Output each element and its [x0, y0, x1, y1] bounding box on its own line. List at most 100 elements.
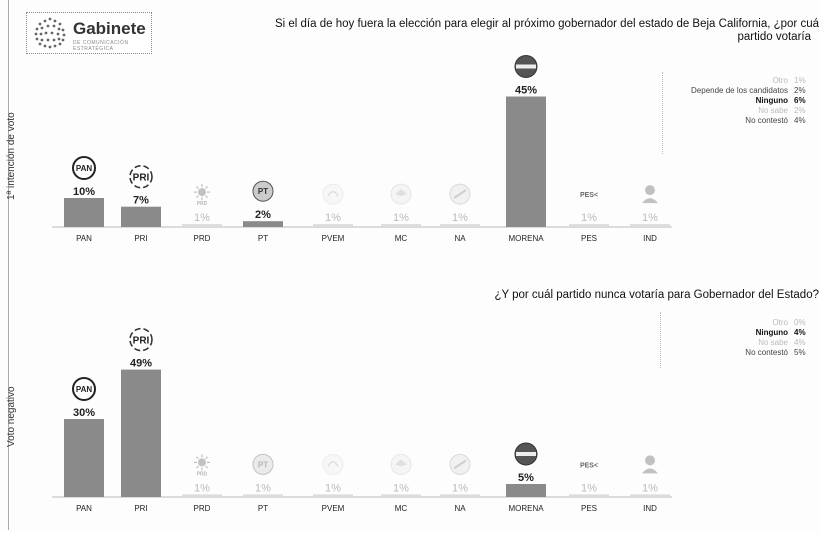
bar-na [440, 224, 480, 227]
category-label: MC [395, 234, 408, 243]
brand-logo: Gabinete DE COMUNICACIÓN ESTRATÉGICA [26, 12, 152, 54]
bar-prd [182, 224, 222, 227]
prd-sun-icon: PRD [194, 454, 210, 477]
category-label: PVEM [322, 504, 345, 513]
bar-value-label: 1% [194, 482, 210, 494]
mc-eagle-icon [390, 183, 412, 205]
svg-text:PES<: PES< [580, 192, 598, 199]
legend-row: No contestó 4% [664, 116, 814, 126]
bar-value-label: 1% [452, 212, 468, 224]
bar-value-label: 7% [133, 195, 149, 207]
pes-logo-icon: PES< [580, 192, 598, 199]
prd-sun-icon: PRD [194, 184, 210, 207]
pvem-toucan-icon [322, 183, 344, 205]
legend-divider-2 [660, 312, 661, 368]
legend-value: 0% [794, 318, 806, 327]
bar-pes [569, 224, 609, 227]
bar-value-label: 49% [130, 358, 152, 370]
bar-value-label: 1% [325, 212, 341, 224]
legend-value: 1% [794, 76, 806, 85]
bar-morena [506, 96, 546, 227]
legend-value: 4% [794, 116, 806, 125]
category-label: NA [454, 504, 466, 513]
bar-ind [630, 494, 670, 497]
pri-logo-icon: PRI [129, 327, 153, 352]
bar-value-label: 10% [73, 186, 95, 198]
legend-label: No contestó [745, 348, 788, 357]
svg-text:PAN: PAN [76, 164, 93, 173]
svg-text:PRD: PRD [197, 471, 208, 477]
legend-other-responses-1: Otro 1% Depende de los candidatos 2% Ninguno… [664, 76, 814, 126]
legend-value: 6% [794, 96, 806, 105]
category-label: IND [643, 234, 657, 243]
bar-pan [64, 198, 104, 227]
legend-label: Ninguno [755, 96, 788, 105]
chart-subtitle: ¿Y por cuál partido nunca votaría para G… [494, 289, 819, 301]
brand-name: Gabinete [73, 19, 146, 38]
pan-logo-icon: PAN [72, 156, 96, 180]
bar-value-label: 2% [255, 209, 271, 221]
legend-value: 5% [794, 348, 806, 357]
svg-text:PT: PT [258, 460, 268, 469]
legend-label: Ninguno [755, 328, 788, 337]
legend-label: No contestó [745, 116, 788, 125]
bar-value-label: 1% [255, 482, 271, 494]
category-label: PAN [76, 504, 92, 513]
category-label: PAN [76, 234, 92, 243]
pan-logo-icon: PAN [72, 377, 96, 401]
bar-value-label: 1% [393, 482, 409, 494]
legend-row: No sabe 4% [664, 338, 814, 348]
bar-value-label: 1% [393, 212, 409, 224]
independent-candidate-icon [642, 185, 658, 204]
bar-pri [121, 369, 161, 497]
category-label: PES [581, 504, 597, 513]
morena-logo-icon [514, 442, 538, 466]
bar-mc [381, 494, 421, 497]
category-label: PES [581, 234, 597, 243]
legend-label: Depende de los candidatos [691, 86, 788, 95]
legend-label: Otro [772, 318, 788, 327]
svg-text:PES<: PES< [580, 462, 598, 469]
legend-label: No sabe [758, 338, 788, 347]
bar-value-label: 1% [642, 482, 658, 494]
svg-text:PRI: PRI [133, 336, 150, 347]
legend-row: No contestó 5% [664, 348, 814, 358]
bar-value-label: 1% [642, 212, 658, 224]
svg-text:PRD: PRD [197, 201, 208, 207]
category-label: PT [258, 234, 268, 243]
pt-star-icon: PT [252, 453, 274, 475]
legend-value: 4% [794, 328, 806, 337]
brand-dots-icon [34, 17, 66, 49]
svg-text:PAN: PAN [76, 385, 93, 394]
legend-row: Otro 1% [664, 76, 814, 86]
category-label: PRD [194, 504, 211, 513]
bar-pri [121, 206, 161, 227]
chart-panel-2: 30% PAN PAN 49% PRI PRI 1% PRD PRD 1% PT PT 1% PVEM 1%… [52, 327, 672, 513]
na-logo-icon [449, 183, 471, 205]
svg-text:PRI: PRI [133, 173, 150, 184]
bar-pt [243, 221, 283, 227]
bar-value-label: 1% [581, 482, 597, 494]
bar-na [440, 494, 480, 497]
bar-value-label: 1% [194, 212, 210, 224]
category-label: MORENA [508, 234, 544, 243]
bar-pvem [313, 494, 353, 497]
legend-label: Otro [772, 76, 788, 85]
category-label: PRD [194, 234, 211, 243]
legend-row: Otro 0% [664, 318, 814, 328]
bar-value-label: 5% [518, 472, 534, 484]
legend-value: 2% [794, 86, 806, 95]
pes-logo-icon: PES< [580, 462, 598, 469]
bar-value-label: 30% [73, 407, 95, 419]
mc-eagle-icon [390, 453, 412, 475]
legend-value: 2% [794, 106, 806, 115]
morena-logo-icon [514, 55, 538, 78]
category-label: PRI [134, 504, 147, 513]
bar-pes [569, 494, 609, 497]
bar-value-label: 1% [581, 212, 597, 224]
bar-pan [64, 419, 104, 497]
category-label: MORENA [508, 504, 544, 513]
category-label: MC [395, 504, 408, 513]
report-frame [8, 0, 819, 530]
